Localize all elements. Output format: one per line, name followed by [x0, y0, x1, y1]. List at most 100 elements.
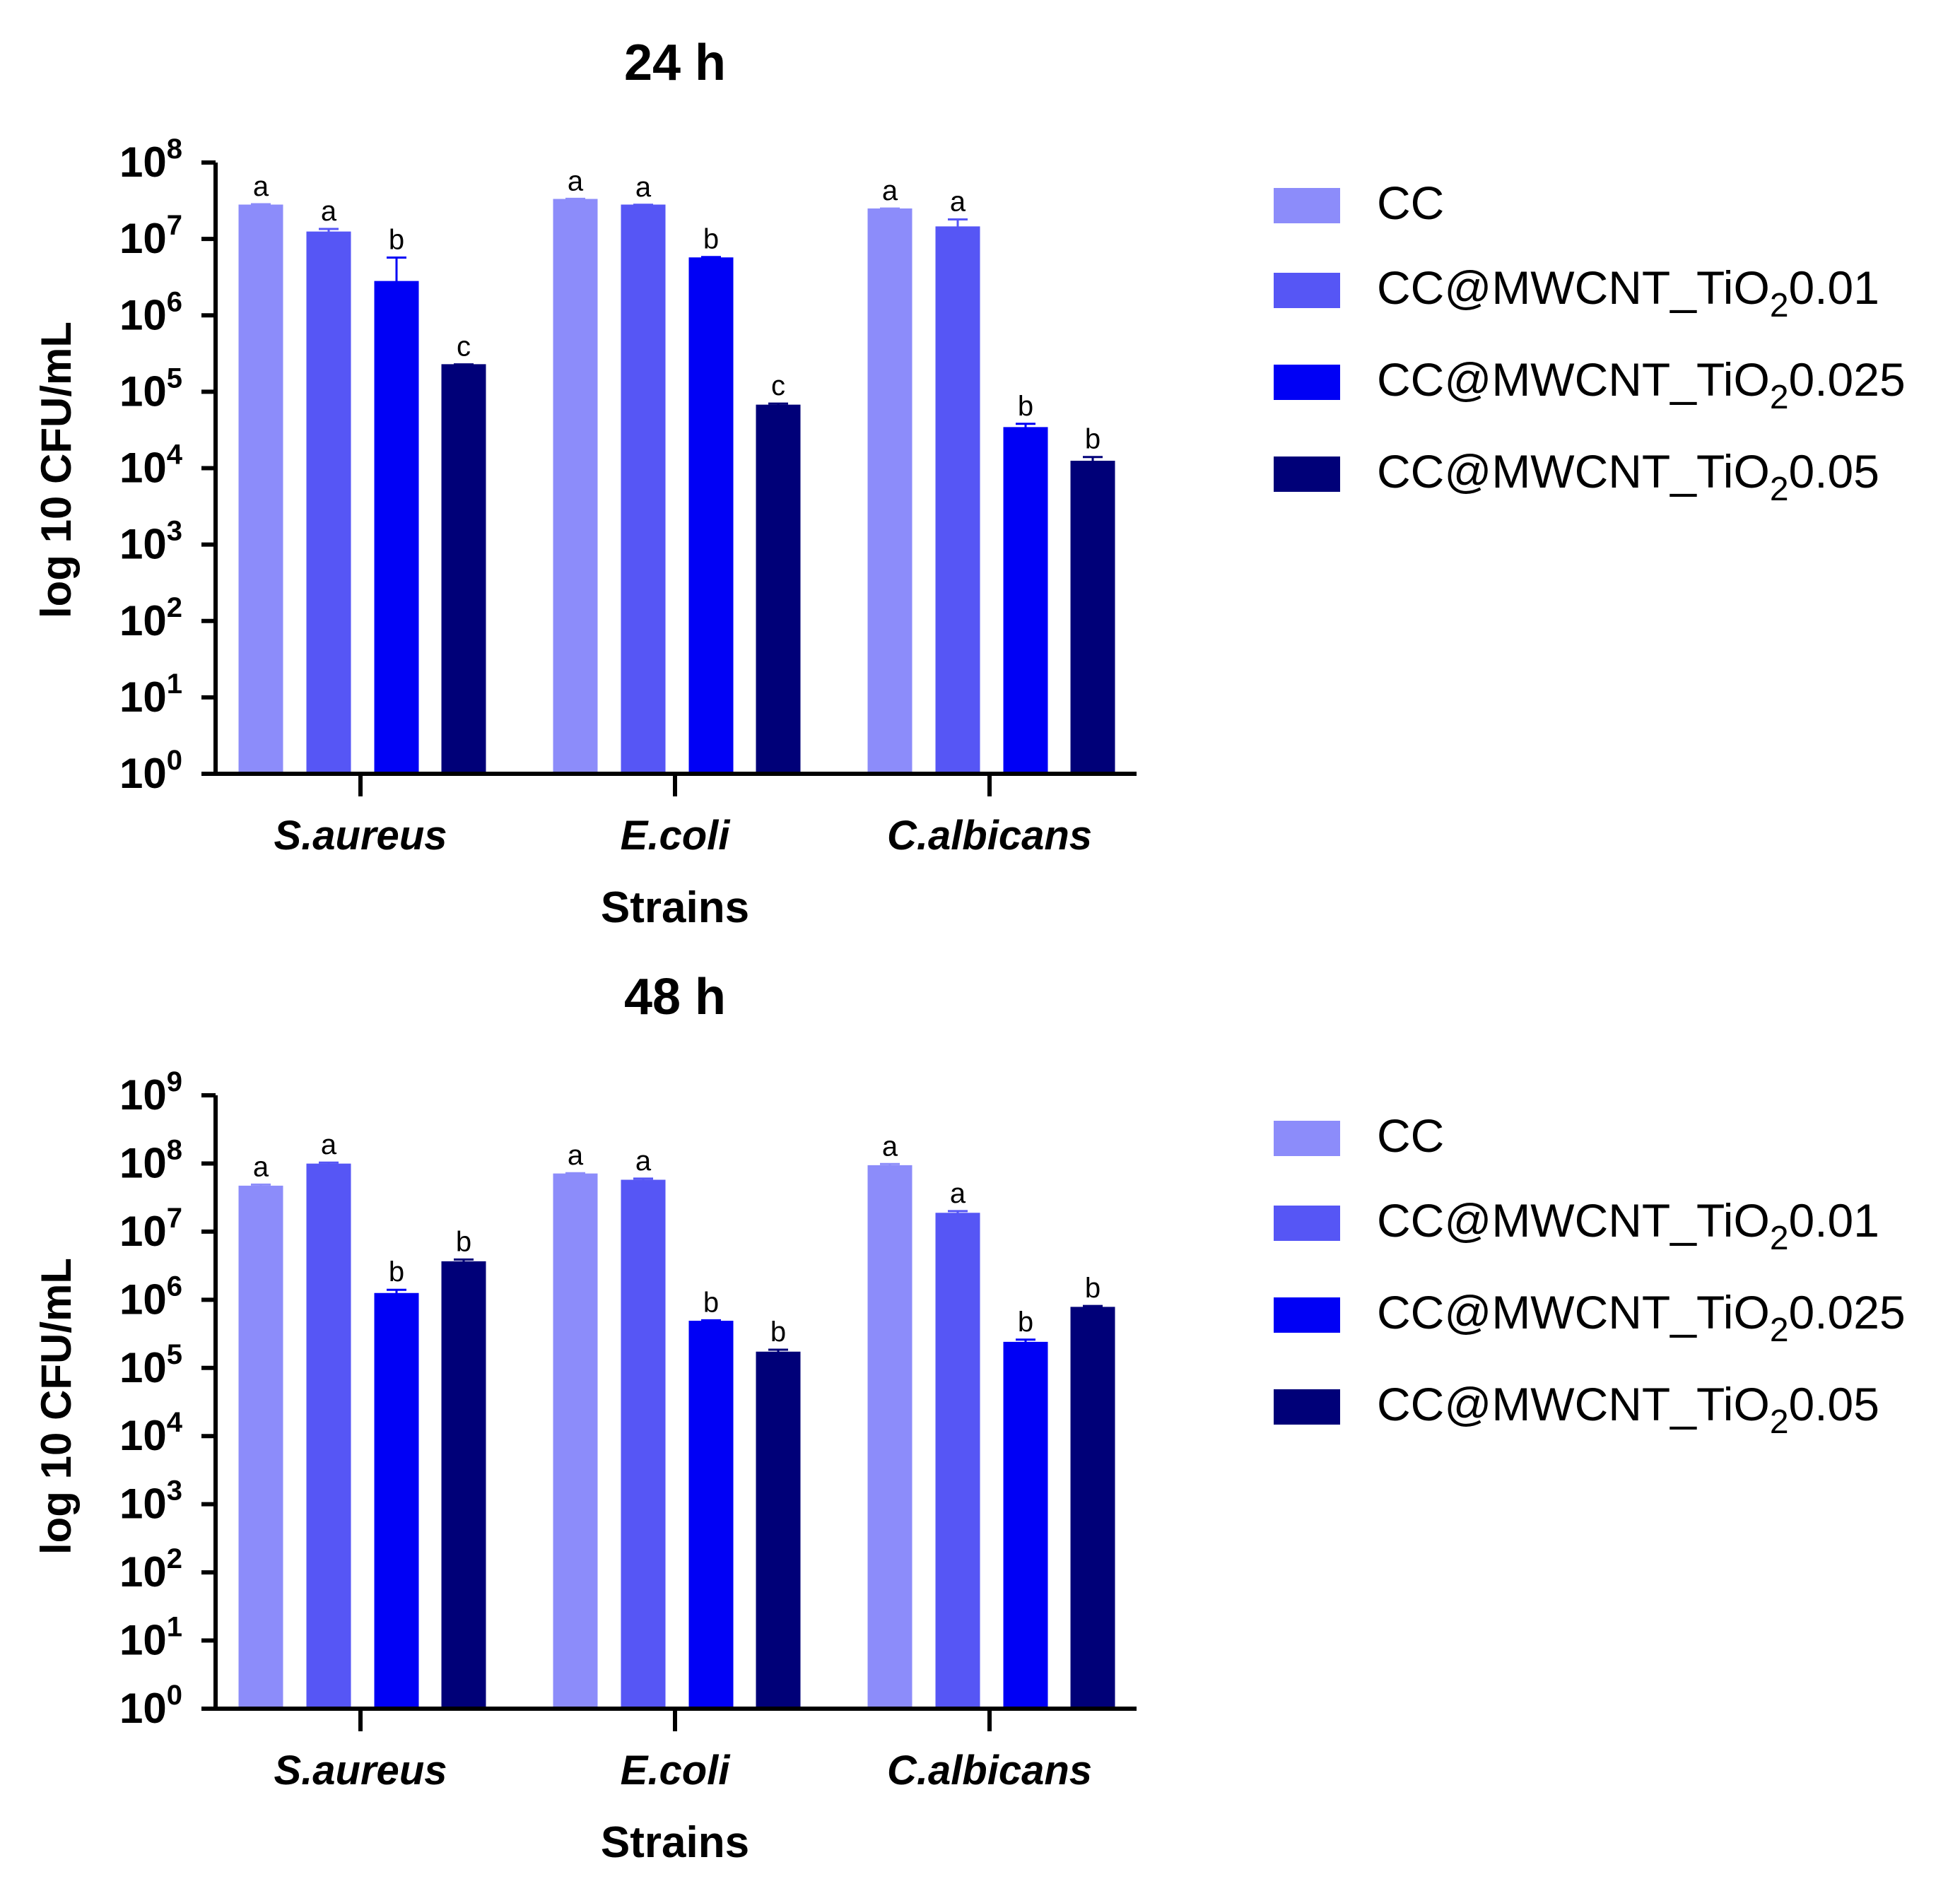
legend-item-cc-mwcnt-tio2-0-05: CC@MWCNT_TiO20.05 [1274, 1378, 1879, 1441]
significance-letter: a [568, 1140, 584, 1171]
bar [441, 1262, 486, 1709]
significance-letter: a [568, 165, 584, 196]
error-bars [251, 197, 1103, 462]
y-tick-label: 103 [119, 516, 182, 568]
legend-swatch [1274, 1206, 1340, 1241]
bar [688, 259, 734, 774]
y-axis-label: log 10 CFU/mL [33, 322, 80, 618]
bar [621, 1181, 666, 1709]
bar [1003, 1343, 1048, 1709]
legend-label: CC [1377, 1109, 1444, 1162]
x-tick-label: E.coli [621, 813, 732, 859]
y-tick-label: 105 [119, 363, 182, 415]
significance-letter: a [635, 172, 652, 203]
significance-letter: b [770, 1316, 786, 1348]
y-axis-label: log 10 CFU/mL [33, 1258, 80, 1555]
significance-letters: a a a a a a b b b c c b [253, 165, 1101, 454]
x-tick-label: S.aureus [274, 1748, 447, 1793]
legend-swatch [1274, 365, 1340, 400]
bar [374, 282, 419, 774]
bar [756, 1353, 801, 1709]
legend-label: CC [1377, 177, 1444, 229]
chart-title: 48 h [624, 969, 726, 1025]
legend-24h: CC CC@MWCNT_TiO20.01 CC@MWCNT_TiO20.025 … [1274, 177, 1906, 508]
bars [238, 199, 1115, 774]
bar [621, 206, 666, 774]
y-tick-label: 104 [119, 1407, 183, 1459]
x-axis-label: Strains [601, 883, 749, 932]
y-tick-label: 100 [119, 1680, 182, 1732]
y-tick-label: 101 [119, 668, 182, 721]
y-tick-label: 103 [119, 1475, 182, 1528]
legend-swatch [1274, 273, 1340, 308]
y-tick-label: 107 [119, 1203, 182, 1255]
legend-label: CC@MWCNT_TiO20.05 [1377, 445, 1879, 508]
bar [1070, 461, 1115, 774]
legend-swatch [1274, 1121, 1340, 1156]
significance-letter: b [703, 1287, 719, 1318]
significance-letter: a [950, 1178, 966, 1209]
y-tick-label: 102 [119, 1543, 182, 1596]
significance-letter: c [457, 331, 471, 363]
panel-24h: 24 h log 10 CFU/mL Strains a a aaa ab bbccb … [33, 35, 1137, 932]
significance-letter: a [635, 1145, 652, 1177]
chart-title: 24 h [624, 35, 726, 91]
bar [441, 365, 486, 774]
bar [688, 1321, 734, 1709]
bar [374, 1294, 419, 1709]
y-tick-label: 104 [119, 440, 183, 492]
bar [238, 1186, 283, 1709]
legend-label: CC@MWCNT_TiO20.05 [1377, 1378, 1879, 1441]
bar [553, 200, 598, 774]
significance-letter: b [1018, 391, 1033, 422]
x-ticks: S.aureus E.coli C.albicans [274, 1709, 1092, 1793]
significance-letter: b [703, 224, 719, 255]
y-tick-label: 106 [119, 286, 182, 338]
significance-letter: b [1018, 1307, 1033, 1338]
y-tick-label: 101 [119, 1612, 182, 1664]
y-tick-label: 105 [119, 1339, 182, 1391]
legend-swatch [1274, 1297, 1340, 1333]
bar [867, 1166, 912, 1709]
significance-letter: a [950, 187, 966, 218]
legend-item-cc: CC [1274, 177, 1444, 229]
bar [1003, 428, 1048, 774]
y-tick-label: 107 [119, 210, 182, 262]
x-tick-label: S.aureus [274, 813, 447, 859]
y-tick-label: 100 [119, 745, 182, 797]
bar [935, 228, 980, 774]
error-bars [251, 1161, 1103, 1353]
legend-label: CC@MWCNT_TiO20.01 [1377, 1194, 1879, 1257]
significance-letter: a [321, 196, 337, 227]
y-tick-label: 102 [119, 592, 182, 644]
x-tick-label: C.albicans [887, 1748, 1092, 1793]
panel-48h: 48 h log 10 CFU/mL Strains a a aaaabbbbbb … [33, 969, 1137, 1867]
y-tick-label: 108 [119, 1134, 182, 1186]
x-ticks: S.aureus E.coli C.albicans [274, 774, 1092, 859]
significance-letter: c [771, 370, 785, 401]
y-tick-label: 106 [119, 1271, 182, 1323]
significance-letter: a [321, 1129, 337, 1160]
y-tick-label: 109 [119, 1066, 182, 1119]
x-tick-label: E.coli [621, 1748, 732, 1793]
bar [935, 1214, 980, 1709]
legend-item-cc-mwcnt-tio2-0-025: CC@MWCNT_TiO20.025 [1274, 1286, 1906, 1349]
x-axis-label: Strains [601, 1818, 749, 1867]
legend-swatch [1274, 1389, 1340, 1425]
bars [238, 1163, 1115, 1709]
bar [238, 206, 283, 774]
legend-item-cc-mwcnt-tio2-0-01: CC@MWCNT_TiO20.01 [1274, 261, 1879, 324]
bar [306, 1165, 351, 1709]
legend-label: CC@MWCNT_TiO20.01 [1377, 261, 1879, 324]
legend-48h: CC CC@MWCNT_TiO20.01 CC@MWCNT_TiO20.025 … [1274, 1109, 1906, 1441]
significance-letter: b [389, 1256, 404, 1288]
legend-swatch [1274, 188, 1340, 223]
significance-letter: a [882, 175, 898, 206]
significance-letter: b [389, 225, 404, 256]
bar [553, 1174, 598, 1709]
y-ticks: 100 101 102 103 104 105 106 107 108 109 [119, 1066, 216, 1732]
legend-label: CC@MWCNT_TiO20.025 [1377, 1286, 1906, 1349]
legend-label: CC@MWCNT_TiO20.025 [1377, 353, 1906, 416]
significance-letter: a [253, 171, 269, 202]
